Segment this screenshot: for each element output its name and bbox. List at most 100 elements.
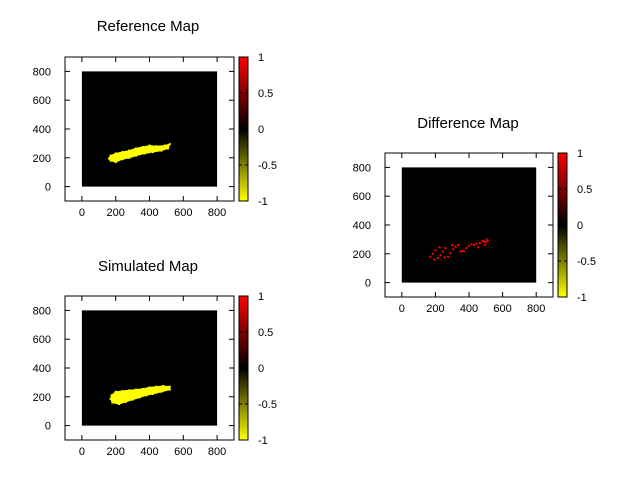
y-tick-label: 0 [45, 421, 51, 433]
diff-point [429, 255, 432, 258]
diff-point [468, 244, 470, 247]
chart-title: Simulated Map [98, 258, 198, 275]
region-speck [168, 385, 171, 388]
x-tick-label: 800 [527, 303, 545, 315]
x-tick-label: 200 [426, 303, 444, 315]
region-speck [145, 394, 148, 397]
diff-point [451, 244, 454, 247]
region-speck [110, 394, 113, 397]
colorbar-tick-label: 0 [258, 363, 264, 375]
y-tick-label: 800 [353, 162, 371, 174]
region-speck [151, 151, 154, 154]
region-speck [109, 397, 112, 400]
diff-point [477, 246, 480, 249]
region-speck [121, 390, 124, 393]
colorbar-tick-label: -0.5 [577, 256, 596, 268]
region-speck [162, 385, 165, 387]
region-speck [148, 144, 151, 147]
diff-point [483, 244, 486, 247]
x-tick-label: 600 [493, 303, 511, 315]
y-tick-label: 800 [33, 305, 51, 317]
diff-point [473, 243, 476, 246]
x-tick-label: 800 [208, 446, 226, 458]
chart-title: Difference Map [417, 115, 518, 132]
region-speck [124, 400, 127, 403]
diff-point [431, 252, 434, 255]
colorbar-tick-label: 0.5 [577, 184, 592, 196]
diff-point [452, 248, 455, 251]
heat-field [401, 167, 537, 283]
diff-point [444, 247, 447, 250]
colorbar-tick-label: -0.5 [258, 160, 277, 172]
colorbar-tick-label: -1 [258, 196, 268, 208]
x-tick-label: 400 [140, 446, 158, 458]
diff-point [436, 257, 439, 260]
diff-point [438, 246, 441, 249]
y-tick-label: 200 [33, 392, 51, 404]
region-speck [114, 390, 117, 393]
x-tick-label: 600 [174, 446, 192, 458]
x-tick-label: 400 [460, 303, 478, 315]
diff-point [475, 242, 478, 245]
region-speck [121, 158, 124, 161]
diff-point [483, 240, 486, 243]
x-tick-label: 200 [107, 446, 125, 458]
region-speck [128, 389, 131, 392]
y-tick-label: 200 [33, 153, 51, 165]
diff-point [481, 239, 484, 242]
region-speck [163, 144, 166, 147]
y-tick-label: 400 [353, 220, 371, 232]
region-speck [155, 145, 158, 148]
region-speck [114, 152, 117, 155]
y-tick-label: 200 [353, 249, 371, 261]
chart-panel-2: Simulated Map 0 200 400 600 800 0 200 400 600 800 1… [33, 258, 277, 458]
diff-point [439, 254, 442, 257]
region-speck [111, 401, 114, 404]
diff-point [441, 250, 444, 253]
diff-point [485, 238, 488, 241]
diff-point [484, 241, 487, 244]
region-speck [160, 149, 163, 152]
heat-field [81, 310, 218, 426]
region-speck [148, 386, 151, 389]
diff-point [478, 242, 481, 244]
diff-point [457, 244, 460, 247]
region-speck [160, 390, 163, 393]
region-speck [143, 152, 146, 155]
x-tick-label: 800 [208, 207, 226, 219]
diff-point [465, 247, 468, 250]
y-tick-label: 400 [33, 363, 51, 375]
colorbar-tick-label: 1 [258, 291, 264, 303]
diff-point [459, 250, 462, 253]
y-tick-label: 600 [33, 95, 51, 107]
y-tick-label: 600 [353, 191, 371, 203]
y-tick-label: 400 [33, 124, 51, 136]
y-tick-label: 800 [33, 66, 51, 78]
region-speck [131, 398, 134, 401]
x-tick-label: 0 [399, 303, 405, 315]
diff-point [449, 252, 452, 255]
region-speck [155, 385, 158, 388]
region-speck [128, 149, 131, 152]
x-tick-label: 0 [79, 207, 85, 219]
region-speck [121, 151, 124, 154]
y-tick-label: 0 [45, 182, 51, 194]
diff-point [461, 249, 464, 252]
heat-field [81, 71, 218, 187]
diff-point [462, 250, 465, 253]
region-speck [107, 157, 110, 160]
region-speck [141, 387, 144, 390]
region-speck [168, 388, 171, 391]
region-speck [151, 392, 154, 395]
region-speck [168, 143, 171, 146]
region-speck [134, 388, 137, 391]
region-speck [114, 161, 117, 164]
region-speck [109, 154, 112, 157]
chart-panel-3: Difference Map 0 200 400 600 800 0 200 400 600 800… [353, 115, 596, 315]
colorbar-tick-label: 0 [577, 220, 583, 232]
region-speck [128, 156, 131, 159]
y-tick-label: 600 [33, 334, 51, 346]
y-tick-label: 0 [365, 278, 371, 290]
x-tick-label: 0 [79, 446, 85, 458]
